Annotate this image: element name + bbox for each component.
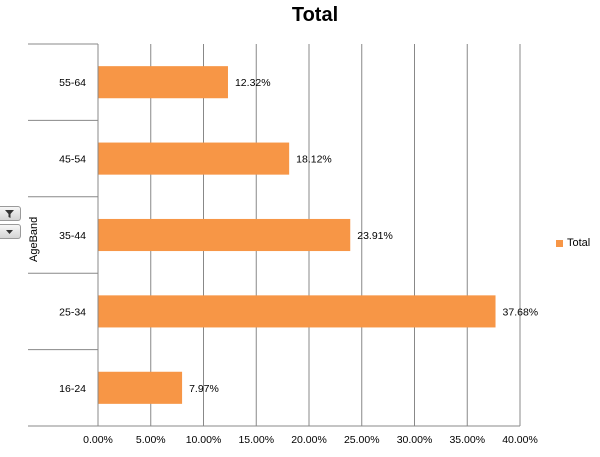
legend-swatch [556, 239, 563, 247]
chart-title: Total [291, 4, 339, 26]
data-label: 7.97% [189, 383, 219, 395]
data-label: 12.32% [235, 77, 271, 89]
bar [98, 142, 290, 175]
filter-button[interactable] [0, 206, 21, 221]
category-label: 45-54 [59, 154, 86, 166]
data-label: 37.68% [503, 306, 539, 318]
category-label: 35-44 [59, 230, 86, 242]
x-tick-label: 35.00% [449, 434, 485, 446]
x-tick-label: 30.00% [397, 434, 433, 446]
legend-entry: Total [567, 237, 591, 249]
x-tick-label: 10.00% [186, 434, 222, 446]
x-tick-label: 5.00% [136, 434, 166, 446]
bar [98, 66, 228, 99]
x-tick-label: 40.00% [502, 434, 538, 446]
funnel-icon [5, 210, 14, 218]
triangle-down-icon [6, 230, 13, 234]
data-label: 23.91% [357, 230, 393, 242]
x-tick-label: 15.00% [238, 434, 274, 446]
x-tick-label: 20.00% [291, 434, 327, 446]
category-label: 25-34 [59, 306, 86, 318]
bar [98, 371, 183, 404]
category-label: 16-24 [59, 383, 86, 395]
x-tick-label: 0.00% [83, 434, 113, 446]
category-label: 55-64 [59, 77, 86, 89]
x-tick-label: 25.00% [344, 434, 380, 446]
y-axis-title: AgeBand [28, 216, 40, 262]
dropdown-button[interactable] [0, 224, 21, 239]
pivot-field-buttons [0, 206, 22, 242]
bar [98, 218, 351, 252]
legend: Total [556, 237, 590, 249]
bar [98, 295, 496, 328]
data-label: 18.12% [296, 154, 332, 166]
